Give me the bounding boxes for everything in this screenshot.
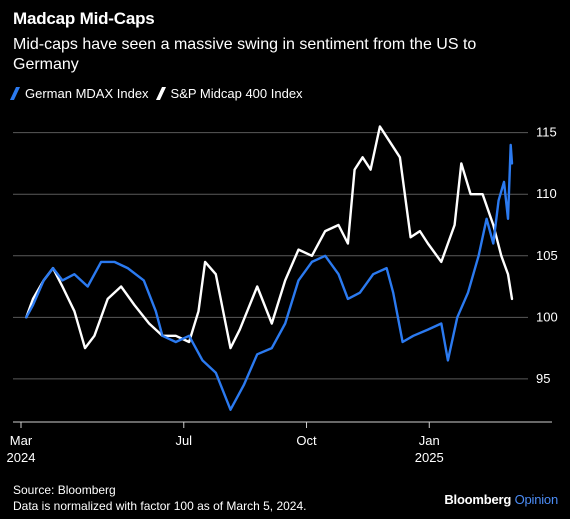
brand-logo: Bloomberg Opinion [444,492,558,507]
y-tick-label-105: 105 [536,248,558,263]
x-tick-label-mar: Mar [10,433,33,448]
legend-item-sp400: S&P Midcap 400 Index [155,86,303,101]
legend: German MDAX Index S&P Midcap 400 Index [9,86,313,101]
legend-label-sp400: S&P Midcap 400 Index [170,86,303,101]
source-note: Source: Bloomberg [13,483,116,497]
y-tick-label-115: 115 [536,125,557,140]
x-tick-label-oct: Oct [296,433,317,448]
series-line-mdax [25,143,514,411]
chart-subtitle: Mid-caps have seen a massive swing in se… [13,36,477,73]
chart-title: Madcap Mid-Caps [13,9,155,28]
axis-labels: 95 100 105 110 115 Mar 2024 Jul Oct Jan 2025 [7,125,558,465]
series-line-sp400 [25,125,514,350]
y-tick-label-100: 100 [536,309,558,324]
x-tick-label-jul: Jul [175,433,192,448]
brand-main: Bloomberg [444,492,512,507]
x-tick-year-2025: 2025 [415,450,444,465]
x-tick-label-jan: Jan [419,433,440,448]
legend-item-mdax: German MDAX Index [9,86,149,101]
brand-opinion: Opinion [514,492,559,507]
series-lines [25,125,514,411]
y-tick-label-95: 95 [536,371,550,386]
y-tick-label-110: 110 [536,186,557,201]
normalization-note: Data is normalized with factor 100 as of… [13,499,307,513]
x-tick-year-2024: 2024 [7,450,36,465]
legend-label-mdax: German MDAX Index [25,86,149,101]
